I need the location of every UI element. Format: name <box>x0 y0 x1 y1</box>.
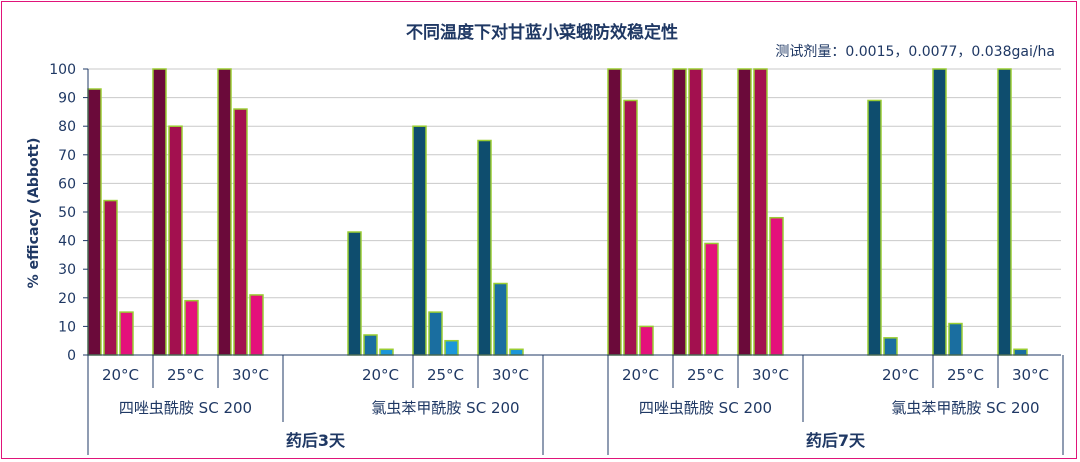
bar <box>737 68 752 356</box>
y-tick-label: 60 <box>58 176 76 192</box>
y-tick-label: 30 <box>58 262 76 278</box>
bar <box>997 68 1012 356</box>
bar <box>769 216 784 356</box>
bar <box>607 68 622 356</box>
bar <box>249 294 264 356</box>
period-label: 药后3天 <box>286 431 346 450</box>
y-tick-label: 40 <box>58 234 76 250</box>
x-category-label: 25°C <box>167 366 204 384</box>
x-category-label: 20°C <box>882 366 919 384</box>
y-tick-label: 20 <box>58 291 76 307</box>
bar <box>428 311 443 356</box>
x-category-label: 30°C <box>752 366 789 384</box>
bar <box>493 282 508 356</box>
bar <box>623 99 638 356</box>
y-tick-label: 10 <box>58 319 76 335</box>
bar <box>948 322 963 356</box>
bar <box>412 125 427 356</box>
axis-layer: 0 10 20 30 40 50 60 70 80 90 100 20°C 25°C 30°C 四唑虫酰胺 … <box>49 62 1064 455</box>
product-group-label: 四唑虫酰胺 SC 200 <box>639 399 772 417</box>
bar <box>217 68 232 356</box>
bar <box>1013 348 1028 356</box>
bar <box>168 125 183 356</box>
chart-title: 不同温度下对甘蓝小菜蛾防效稳定性 <box>406 22 678 43</box>
bar <box>867 99 882 356</box>
bar <box>688 68 703 356</box>
y-tick-label: 70 <box>58 148 76 164</box>
chart-subtitle: 测试剂量：0.0015，0.0077，0.038gai/ha <box>775 44 1055 60</box>
product-group-label: 氯虫苯甲酰胺 SC 200 <box>371 399 519 417</box>
bar <box>704 242 719 356</box>
bar <box>639 325 654 356</box>
y-tick-label: 90 <box>58 91 76 107</box>
bar <box>103 199 118 356</box>
x-category-label: 30°C <box>492 366 529 384</box>
x-category-label: 25°C <box>687 366 724 384</box>
bar <box>477 139 492 356</box>
bar <box>87 88 102 356</box>
bar <box>444 339 459 356</box>
x-category-label: 20°C <box>362 366 399 384</box>
product-group-label: 四唑虫酰胺 SC 200 <box>119 399 252 417</box>
bar <box>379 348 394 356</box>
bar <box>152 68 167 356</box>
y-axis-label: % efficacy (Abbott) <box>26 138 42 289</box>
bars-layer <box>87 68 1028 356</box>
x-category-label: 25°C <box>947 366 984 384</box>
y-tick-label: 0 <box>67 348 76 364</box>
bar <box>233 108 248 356</box>
bar <box>363 334 378 356</box>
x-category-label: 30°C <box>232 366 269 384</box>
y-tick-label: 50 <box>58 205 76 221</box>
bar <box>509 348 524 356</box>
y-tick-label: 100 <box>49 62 76 78</box>
x-category-label: 20°C <box>102 366 139 384</box>
y-tick-label: 80 <box>58 119 76 135</box>
product-group-label: 氯虫苯甲酰胺 SC 200 <box>891 399 1039 417</box>
period-label: 药后7天 <box>806 431 866 450</box>
bar <box>932 68 947 356</box>
bar <box>672 68 687 356</box>
x-category-label: 25°C <box>427 366 464 384</box>
bar <box>883 337 898 356</box>
bar <box>347 231 362 356</box>
bar <box>753 68 768 356</box>
bar <box>119 311 134 356</box>
bar <box>184 299 199 356</box>
x-category-label: 30°C <box>1012 366 1049 384</box>
x-category-label: 20°C <box>622 366 659 384</box>
